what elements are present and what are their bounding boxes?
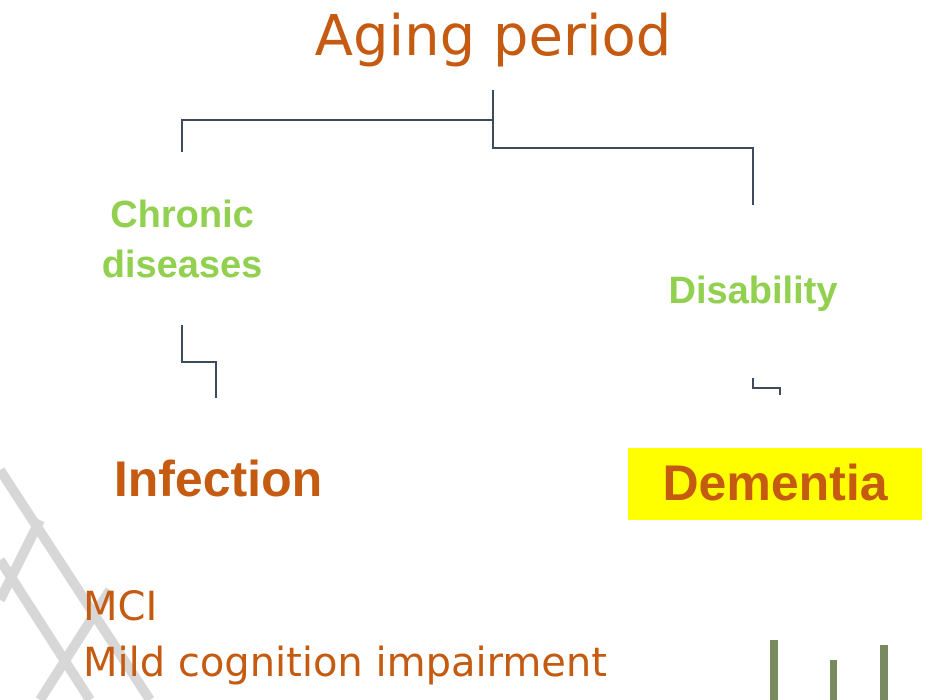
- background-decoration: [0, 467, 155, 700]
- title: Aging period: [314, 4, 672, 69]
- note: MCI: [83, 584, 158, 630]
- note: Mild cognition impairment: [83, 640, 607, 686]
- plant-decoration: [770, 640, 888, 700]
- node-label-highlighted: Dementia: [628, 448, 922, 520]
- node-label: Infection: [113, 451, 323, 507]
- tree-lines: [181, 90, 781, 398]
- node-label: Chronic diseases: [101, 194, 263, 286]
- node-label: Disability: [668, 270, 838, 312]
